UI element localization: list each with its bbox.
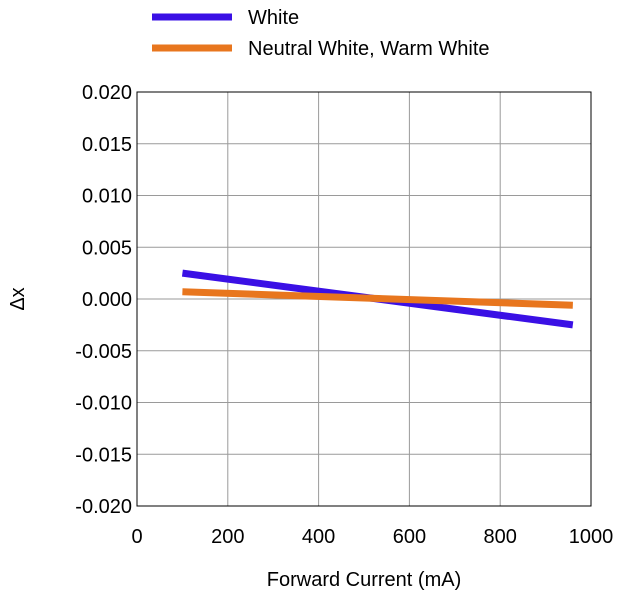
y-tick-label: -0.010 [75,393,132,415]
x-axis-label: Forward Current (mA) [267,569,461,591]
x-tick-label: 1000 [569,526,614,548]
y-tick-label: -0.015 [75,444,132,466]
series-group [181,269,574,329]
y-tick-label: 0.010 [82,186,132,208]
y-tick-label: 0.005 [82,237,132,259]
legend: White Neutral White, Warm White [152,7,490,60]
legend-label-white: White [248,7,299,29]
y-tick-label: -0.005 [75,341,132,363]
x-tick-label: 800 [484,526,517,548]
y-tick-label: 0.000 [82,289,132,311]
y-tick-label: 0.020 [82,82,132,104]
y-axis-label: Δx [7,287,29,310]
x-tick-label: 0 [131,526,142,548]
x-tick-label: 600 [393,526,426,548]
y-tick-label: 0.015 [82,134,132,156]
y-tick-label: -0.020 [75,496,132,518]
series-line-neutral-warm-white [182,288,573,309]
x-tick-labels: 0 200 400 600 800 1000 [131,526,613,548]
x-tick-label: 400 [302,526,335,548]
legend-label-neutral-warm-white: Neutral White, Warm White [248,38,490,60]
plot-frame [136,91,592,507]
x-tick-label: 200 [211,526,244,548]
y-tick-labels: 0.020 0.015 0.010 0.005 0.000 -0.005 -0.010 -0.… [75,82,132,518]
